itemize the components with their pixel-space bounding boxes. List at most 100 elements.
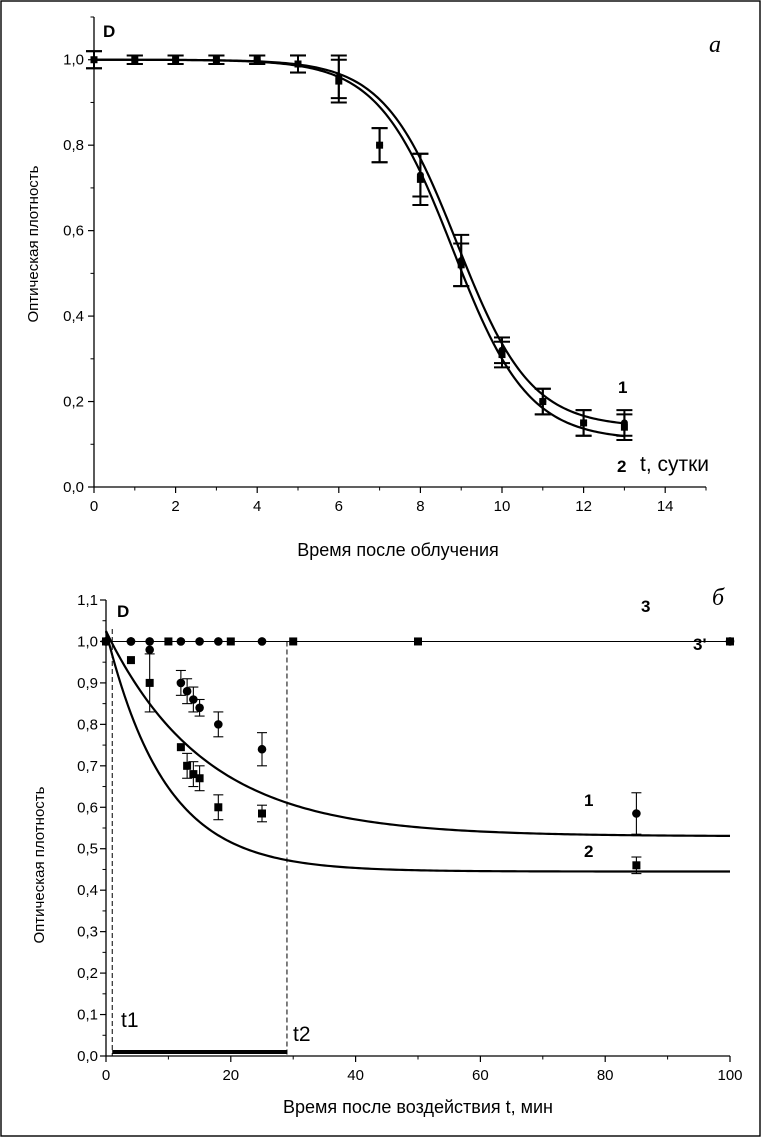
panel-b-point-2 <box>183 761 192 770</box>
panel-a-x-tick-label: 2 <box>171 498 179 515</box>
panel-b-fit-curve-1 <box>105 630 731 837</box>
panel-b-letter: б <box>712 585 725 611</box>
panel-b-x-tick-label: 20 <box>222 1067 239 1084</box>
panel-b-point-3' <box>226 637 235 646</box>
panel-a-x-tick-label: 10 <box>494 498 511 515</box>
panel-a-data-points <box>90 56 628 431</box>
panel-a-point-2 <box>457 261 465 269</box>
panel-a-point-2 <box>580 419 588 427</box>
panel-a-x-tick-label: 8 <box>416 498 424 515</box>
panel-a: 0 2 4 6 8 10 12 140,00,20,40,60,81,0 а D Оптиче… <box>25 16 721 560</box>
panel-a-point-2 <box>172 56 180 64</box>
panel-b-point-1 <box>176 678 186 688</box>
panel-a-xlabel: Время после облучения <box>297 540 499 560</box>
panel-b-point-2 <box>126 656 135 665</box>
panel-a-y-tick-label: 1,0 <box>63 52 84 69</box>
panel-a-x-tick-label: 4 <box>253 498 261 515</box>
panel-a-y-tick-label: 0,8 <box>63 137 84 154</box>
panel-b-time-guides <box>111 629 288 1056</box>
panel-a-y-tick-label: 0,0 <box>63 479 84 496</box>
panel-a-x-tick-label: 6 <box>335 498 343 515</box>
panel-a-point-2 <box>131 56 139 64</box>
panel-b-point-2 <box>632 861 641 870</box>
panel-b-point-3 <box>126 637 136 646</box>
panel-b-y-symbol: D <box>117 602 129 621</box>
panel-b-series-label-3prime: 3' <box>693 635 707 654</box>
panel-b-point-2 <box>145 678 154 687</box>
panel-b-point-2 <box>176 743 185 752</box>
panel-b-data-points <box>101 637 735 870</box>
panel-a-x-tick-label: 14 <box>657 498 674 515</box>
panel-a-series-label-2: 2 <box>617 457 626 476</box>
panel-a-x-tick-label: 0 <box>90 498 98 515</box>
panel-b-point-3 <box>176 637 186 646</box>
panel-a-point-2 <box>498 351 506 359</box>
panel-b-point-1 <box>214 720 223 729</box>
panel-b-point-2 <box>195 774 204 783</box>
panel-b-point-2 <box>189 770 198 779</box>
panel-b-series-label-1: 1 <box>584 791 593 810</box>
panel-b-y-tick-label: 1,0 <box>77 633 98 650</box>
panel-a-point-2 <box>620 423 628 431</box>
panel-b-series-label-2: 2 <box>584 842 593 861</box>
panel-b-point-1 <box>189 695 198 704</box>
panel-b-t2-label: t2 <box>293 1023 311 1046</box>
panel-b-x-tick-label: 40 <box>347 1067 364 1084</box>
panel-a-y-tick-label: 0,2 <box>63 394 84 411</box>
panel-b-point-3 <box>195 637 204 646</box>
panel-a-point-2 <box>376 141 384 149</box>
panel-a-ticks: 0 2 4 6 8 10 12 140,00,20,40,60,81,0 <box>63 16 707 515</box>
panel-b-y-tick-label: 0,7 <box>77 758 98 775</box>
panel-b-y-tick-label: 0,8 <box>77 716 98 733</box>
panel-b-point-3' <box>289 637 298 646</box>
panel-b-y-tick-label: 1,1 <box>77 592 98 609</box>
panel-b-point-1 <box>632 809 641 818</box>
panel-b-point-3 <box>214 637 223 646</box>
panel-b-y-tick-label: 0,0 <box>77 1048 98 1065</box>
panel-b-y-tick-label: 0,3 <box>77 924 98 941</box>
panel-b-y-tick-label: 0,4 <box>77 882 98 899</box>
panel-a-point-2 <box>539 398 547 406</box>
panel-b-point-3' <box>414 637 422 646</box>
panel-a-y-symbol: D <box>103 22 115 41</box>
panel-a-point-2 <box>335 77 343 85</box>
panel-a-x-unit-label: t, сутки <box>640 453 709 476</box>
panel-a-point-2 <box>294 60 302 68</box>
panel-b-point-2 <box>214 803 223 812</box>
panel-b-x-tick-label: 80 <box>597 1067 614 1084</box>
panel-b-x-tick-label: 100 <box>717 1067 742 1084</box>
panel-a-point-2 <box>90 56 98 64</box>
panel-b-point-1 <box>182 686 192 696</box>
panel-b-x-tick-label: 60 <box>472 1067 489 1084</box>
panel-b-ticks: 0 20 40 60 80 100 0,0 0,1 0,2 0,3 0,4 0,5 0,6 0,7 0,8 0… <box>77 592 742 1084</box>
panel-a-point-2 <box>212 56 220 64</box>
panel-a-frame <box>93 17 706 488</box>
panel-b-point-3 <box>145 637 154 646</box>
panel-b-point-1 <box>145 645 154 655</box>
panel-b-x-tick-label: 0 <box>102 1067 110 1084</box>
panel-b-y-tick-label: 0,1 <box>77 1007 98 1024</box>
panel-b-series-label-3: 3 <box>641 597 650 616</box>
panel-b-point-1 <box>195 703 204 713</box>
panel-b-error-bars <box>144 653 642 875</box>
panel-b-xlabel: Время после воздействия t, мин <box>283 1097 553 1117</box>
panel-b-point-2 <box>258 809 266 818</box>
panel-b-y-tick-label: 0,9 <box>77 675 98 692</box>
panel-a-y-tick-label: 0,6 <box>63 223 84 240</box>
panel-b-point-3' <box>102 637 110 646</box>
panel-a-series-label-1: 1 <box>618 378 627 397</box>
panel-b-point-3' <box>164 637 173 646</box>
panel-b-ylabel: Оптическая плотность <box>31 786 48 943</box>
panel-b-t1-label: t1 <box>121 1009 139 1032</box>
panel-a-y-tick-label: 0,4 <box>63 308 84 325</box>
panel-a-fit-curve-2 <box>93 58 625 438</box>
panel-b-fit-curve-2 <box>104 630 730 873</box>
panel-a-point-2 <box>253 56 261 64</box>
panel-a-point-2 <box>416 175 424 183</box>
panel-a-x-tick-label: 12 <box>575 498 592 515</box>
panel-b-point-3' <box>726 637 734 646</box>
panel-a-ylabel: Оптическая плотность <box>25 165 42 322</box>
panel-b-y-tick-label: 0,5 <box>77 841 98 858</box>
